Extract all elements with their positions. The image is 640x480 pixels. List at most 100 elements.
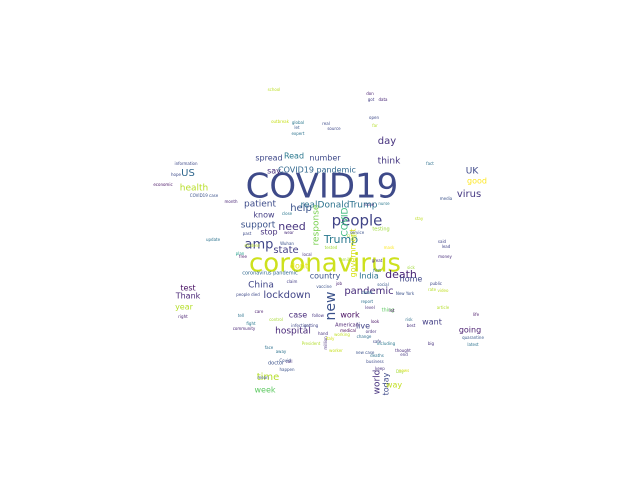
word-death: death [385,268,417,281]
word-life: life [473,312,480,317]
word-response: response [312,204,322,245]
word-patient: patient [244,200,276,210]
word-covid19-case: COVID19 case [190,193,219,198]
word-public: public [430,281,442,286]
word-come: come [361,290,373,295]
word-government: government [349,229,358,278]
word-local: local [302,252,311,257]
word-coronavirus-pandemic: coronavirus pandemic [242,271,298,277]
word-global: global [292,120,304,125]
word-care: care [255,309,264,314]
word-doctor: doctor [268,361,285,367]
word-job: job [335,281,343,286]
word-thought: thought [395,348,411,353]
word-month: month [225,199,238,204]
word-fight: fight [246,321,256,326]
word-worker: worker [329,348,343,353]
word-week: week [254,386,275,395]
word-day: Day [396,369,405,374]
word-away: away [276,349,287,354]
word-issue: issue [364,202,375,207]
word-hospital: hospital [275,327,311,337]
word-american: American [335,323,359,329]
word-home: home [400,275,423,284]
word-face: face [265,345,274,350]
word-world: world [373,370,383,395]
word-claim: claim [287,279,298,284]
word-amp: amp [245,238,274,253]
word-stay: stay [415,216,424,221]
word-mean: mean [257,375,269,380]
word-vaccine: vaccine [316,284,332,289]
word-wear: wear [284,230,294,235]
word-covid19: COVID19 [246,167,399,207]
word-testing: testing [372,227,389,233]
word-report: report [361,299,374,304]
word-economic: economic [153,182,172,187]
word-money: money [438,254,452,259]
word-people-died: people died [236,292,260,297]
word-india: India [359,272,379,281]
word-say: say [267,167,281,176]
word-plan: plan [236,251,245,256]
word-support: support [241,221,276,231]
word-let: let [294,125,300,130]
word-people: people [332,212,383,230]
word-test: test [180,284,195,293]
word-thank: Thank [175,292,201,301]
word-going: going [459,326,481,335]
word-student: student [244,243,260,248]
word-uk: UK [466,167,480,177]
word-realdonaldtrump: realDonaldTrump [301,201,378,211]
word-update: update [206,237,221,242]
word-risk: risk [405,317,413,322]
word-pandemic: pandemic [344,286,393,297]
word-social: social [377,282,388,287]
word-million: million [323,336,328,350]
word-coronavirus: coronavirus [249,249,401,279]
word-quarantine: quarantine [462,335,484,340]
word-italy: Italy [326,336,335,341]
word-control: control [269,317,283,322]
word-school: school [268,87,281,92]
word-end: end [400,352,408,357]
word-data: data [378,97,388,102]
word-spread: spread [255,154,282,163]
word-time: time [257,372,280,383]
word-work: work [340,311,360,320]
word-information: information [174,161,198,166]
word-thing: thing [382,308,395,314]
word-real: real [322,121,330,126]
word-happen: happen [279,367,295,372]
word-live: live [356,322,370,331]
word-follow: follow [312,313,325,318]
word-stop: stop [260,228,277,237]
word-us: US [181,168,195,179]
word-video: video [438,288,449,293]
word-right: right [178,314,188,319]
word-look: look [371,319,380,324]
word-case: case [289,311,307,320]
word-tested: tested [325,245,338,250]
word-hand: hand [318,331,329,336]
word-help: help [290,203,312,214]
word-president: President [302,341,321,346]
word-got: got [368,97,375,102]
word-close: close [282,211,293,216]
word-far: far [372,123,378,128]
word-great: great [372,258,383,263]
word-business: business [366,359,383,364]
word-want: want [422,318,442,327]
word-call: call [286,359,293,364]
word-media: media [440,196,453,201]
word-service: service [350,230,365,235]
word-hope: hope [171,172,182,177]
word-wuhan: Wuhan [280,241,294,246]
word-community: community [233,326,256,331]
word-source: source [327,126,341,131]
word-trump: Trump [323,233,358,246]
word-article: article [437,305,450,310]
word-read: Read [284,152,304,161]
word-getting: getting [304,323,319,328]
word-sick: sick [407,265,415,270]
